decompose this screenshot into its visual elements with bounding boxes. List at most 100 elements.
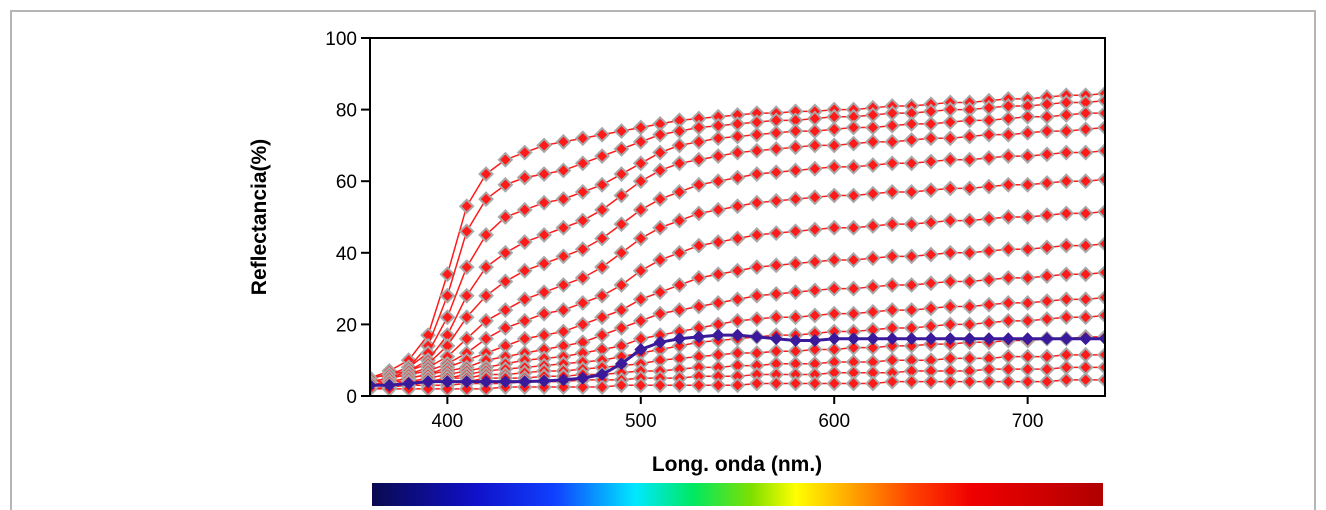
data-point: [1000, 295, 1017, 311]
data-point: [673, 332, 686, 346]
data-point: [768, 309, 785, 326]
data-point: [1077, 359, 1094, 376]
data-point: [613, 166, 630, 182]
data-point: [632, 262, 649, 279]
data-point: [1077, 309, 1094, 326]
data-point: [557, 373, 570, 387]
data-point: [1019, 373, 1036, 390]
data-point: [458, 198, 475, 215]
data-point: [826, 280, 843, 297]
data-point: [787, 284, 804, 301]
data-point: [710, 130, 727, 147]
y-tick-label: 0: [346, 387, 357, 408]
data-point: [748, 142, 765, 159]
data-point: [961, 298, 978, 315]
data-point: [671, 377, 688, 394]
data-point: [827, 332, 841, 346]
data-point: [555, 248, 572, 265]
data-point: [1097, 119, 1105, 136]
data-point: [942, 212, 959, 229]
data-point: [1077, 205, 1094, 222]
data-point: [1077, 237, 1094, 254]
data-point: [458, 223, 475, 240]
data-point: [750, 330, 764, 344]
data-point: [1039, 373, 1055, 390]
data-point: [594, 201, 611, 218]
data-point: [516, 234, 533, 250]
data-point: [884, 248, 901, 265]
data-point: [845, 158, 862, 175]
chart-frame: [10, 10, 1316, 510]
data-point: [1039, 361, 1055, 378]
x-axis-title: Long. onda (nm.): [652, 453, 822, 476]
data-point: [768, 375, 785, 392]
data-point: [1000, 361, 1017, 378]
data-point: [1077, 266, 1094, 283]
data-point: [1019, 312, 1036, 329]
data-point: [981, 150, 997, 166]
data-point: [632, 201, 649, 218]
data-point: [536, 327, 552, 344]
data-point: [942, 373, 959, 390]
data-point: [1097, 289, 1105, 306]
data-point: [1039, 311, 1055, 327]
data-point: [594, 309, 611, 326]
data-point: [981, 126, 997, 143]
data-point: [942, 130, 959, 147]
data-point: [789, 334, 802, 347]
data-point: [942, 298, 959, 315]
x-axis: 400 500 600 700: [432, 396, 1043, 432]
data-point: [632, 133, 649, 150]
data-point: [613, 141, 630, 157]
data-point: [671, 302, 688, 318]
data-point: [710, 148, 727, 165]
data-point: [555, 323, 572, 340]
data-point: [845, 135, 862, 152]
y-tick-label: 100: [325, 29, 357, 50]
data-point: [961, 373, 978, 390]
data-point: [1019, 124, 1036, 141]
data-point: [652, 305, 669, 322]
data-point: [671, 244, 688, 261]
data-point: [1000, 373, 1017, 390]
data-point: [1077, 173, 1094, 190]
data-point: [787, 191, 804, 208]
data-point: [961, 273, 978, 290]
data-point: [594, 176, 611, 193]
data-point: [1019, 269, 1036, 286]
data-point: [382, 378, 396, 392]
data-point: [942, 151, 959, 168]
data-point: [632, 377, 649, 394]
data-point: [458, 287, 475, 304]
data-point: [961, 212, 978, 229]
data-point: [1077, 346, 1094, 363]
data-point: [652, 162, 669, 179]
data-point: [806, 282, 823, 299]
data-point: [729, 144, 746, 161]
data-point: [653, 335, 667, 349]
data-point: [421, 375, 435, 389]
data-point: [574, 212, 591, 229]
series: [370, 235, 1105, 390]
data-point: [671, 277, 688, 293]
data-point: [478, 287, 494, 304]
data-point: [690, 119, 707, 136]
data-point: [1097, 105, 1105, 122]
data-point: [845, 252, 862, 268]
data-point: [884, 155, 901, 172]
data-point: [748, 126, 765, 143]
y-tick-label: 80: [336, 101, 357, 122]
data-point: [729, 345, 746, 361]
data-point: [981, 361, 997, 378]
data-point: [885, 332, 899, 346]
data-point: [864, 119, 881, 136]
data-point: [1039, 348, 1055, 365]
data-point: [768, 124, 785, 141]
data-point: [806, 253, 823, 270]
data-point: [536, 194, 552, 211]
data-point: [884, 352, 901, 369]
data-point: [652, 219, 669, 236]
data-point: [440, 375, 454, 389]
data-point: [748, 287, 765, 304]
data-point: [574, 130, 591, 147]
